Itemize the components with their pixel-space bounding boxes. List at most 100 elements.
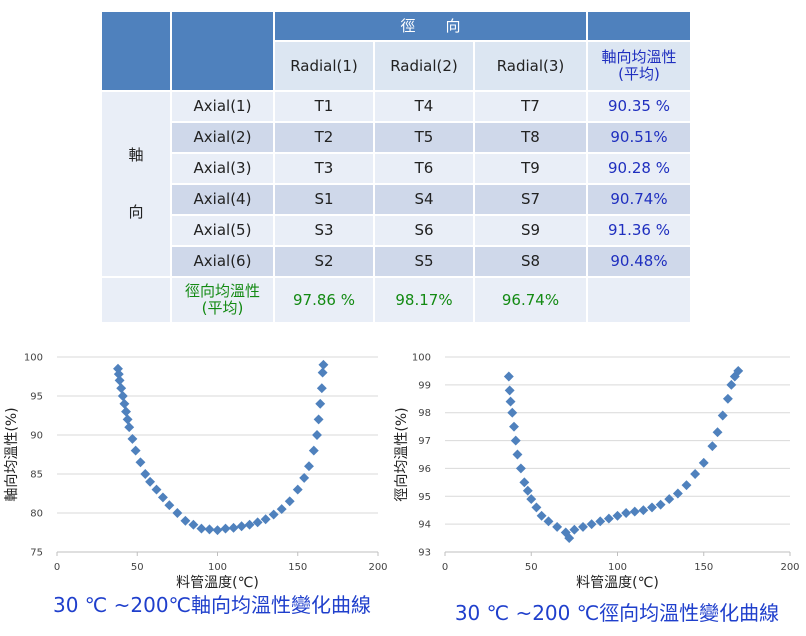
- point: [531, 502, 542, 513]
- point: [117, 391, 128, 401]
- point: [122, 414, 133, 425]
- row-label: Axial(2): [170, 121, 275, 154]
- empty-cell: [586, 276, 692, 324]
- point: [578, 521, 588, 532]
- point: [647, 502, 657, 513]
- footer-label-line: 徑向均溫性: [184, 282, 260, 300]
- point: [655, 499, 666, 510]
- corner: [100, 10, 172, 92]
- y-axis-label: 軸向均溫性(%): [4, 407, 20, 501]
- point: [119, 398, 130, 409]
- point: [145, 476, 156, 487]
- table-row: Axial(3) T3 T6 T9 90.28 %: [101, 152, 692, 185]
- y-tick-label: 95: [418, 492, 431, 503]
- footer-value: 96.74%: [473, 276, 588, 324]
- side-label-char: 軸: [128, 146, 144, 164]
- point: [304, 461, 314, 472]
- corner: [586, 10, 692, 42]
- row-avg: 90.35 %: [586, 90, 692, 123]
- avg-header-line: (平均): [618, 65, 660, 83]
- point: [726, 379, 737, 390]
- y-tick-label: 90: [30, 431, 43, 442]
- point: [317, 367, 328, 378]
- point: [612, 510, 623, 521]
- point: [503, 371, 514, 382]
- point: [315, 398, 326, 409]
- x-tick-label: 0: [442, 562, 448, 573]
- point: [672, 488, 683, 499]
- point: [664, 494, 675, 505]
- y-tick-label: 93: [418, 548, 431, 559]
- avg-header: 軸向均溫性 (平均): [586, 40, 692, 92]
- point: [188, 519, 199, 530]
- x-tick-label: 100: [608, 562, 627, 573]
- table-row: Axial(4) S1 S4 S7 90.74%: [101, 183, 692, 216]
- point: [164, 500, 175, 511]
- row-label: Axial(3): [170, 152, 275, 185]
- cell: S7: [473, 183, 588, 216]
- cell: S6: [373, 214, 475, 247]
- y-tick-label: 100: [24, 353, 43, 364]
- row-avg: 90.28 %: [586, 152, 692, 185]
- point: [196, 523, 207, 534]
- point: [690, 469, 701, 479]
- point: [712, 427, 723, 438]
- footer-label: 徑向均溫性 (平均): [170, 276, 275, 324]
- point: [510, 435, 521, 446]
- point: [312, 430, 322, 440]
- point: [116, 383, 127, 394]
- point: [140, 469, 151, 479]
- point: [127, 433, 138, 444]
- point: [603, 513, 614, 524]
- cell: T4: [373, 90, 475, 123]
- point: [569, 524, 580, 535]
- y-tick-label: 95: [30, 392, 43, 403]
- x-axis-label: 料管溫度(℃): [576, 575, 659, 591]
- point: [228, 522, 239, 533]
- footer-value: 97.86 %: [273, 276, 375, 324]
- point: [244, 519, 255, 530]
- point: [220, 523, 231, 534]
- x-tick-label: 50: [525, 562, 538, 573]
- point: [114, 375, 125, 386]
- point: [707, 441, 718, 452]
- point: [130, 445, 141, 456]
- point: [722, 393, 733, 404]
- point: [236, 521, 247, 532]
- cell: T3: [273, 152, 375, 185]
- point: [505, 396, 516, 407]
- column-header: Radial(2): [373, 40, 475, 92]
- x-tick-label: 200: [780, 562, 799, 573]
- group-header: 徑 向: [273, 10, 588, 42]
- point: [621, 508, 632, 518]
- cell: T5: [373, 121, 475, 154]
- row-label: Axial(5): [170, 214, 275, 247]
- table-row: Axial(5) S3 S6 S9 91.36 %: [101, 214, 692, 247]
- footer-label-line: (平均): [201, 299, 244, 317]
- point: [135, 457, 146, 468]
- y-tick-label: 99: [418, 380, 431, 391]
- y-tick-label: 85: [30, 470, 43, 481]
- avg-header-line: 軸向均溫性: [601, 48, 677, 66]
- point: [316, 383, 327, 394]
- point: [536, 510, 547, 521]
- table-row: 軸向 Axial(1) T1 T4 T7 90.35 %: [100, 90, 692, 278]
- chart-title: 30 ℃ ~200 ℃徑向均溫性變化曲線: [455, 601, 779, 625]
- cell: T7: [473, 90, 588, 123]
- table-row: Axial(6) S2 S5 S8 90.48%: [101, 245, 692, 278]
- point: [509, 421, 519, 432]
- row-avg: 90.51%: [586, 121, 692, 154]
- cell: S2: [273, 245, 375, 278]
- point: [586, 519, 597, 530]
- cell: S9: [473, 214, 588, 247]
- point: [268, 509, 279, 520]
- point: [629, 506, 640, 517]
- point: [504, 385, 515, 396]
- y-tick-label: 80: [30, 509, 43, 520]
- y-tick-label: 75: [30, 548, 43, 559]
- point: [698, 457, 709, 468]
- cell: S1: [273, 183, 375, 216]
- data-table: 徑 向 Radial(1) Radial(2) Radial(3) 軸向均溫性(…: [100, 10, 692, 324]
- cell: S3: [273, 214, 375, 247]
